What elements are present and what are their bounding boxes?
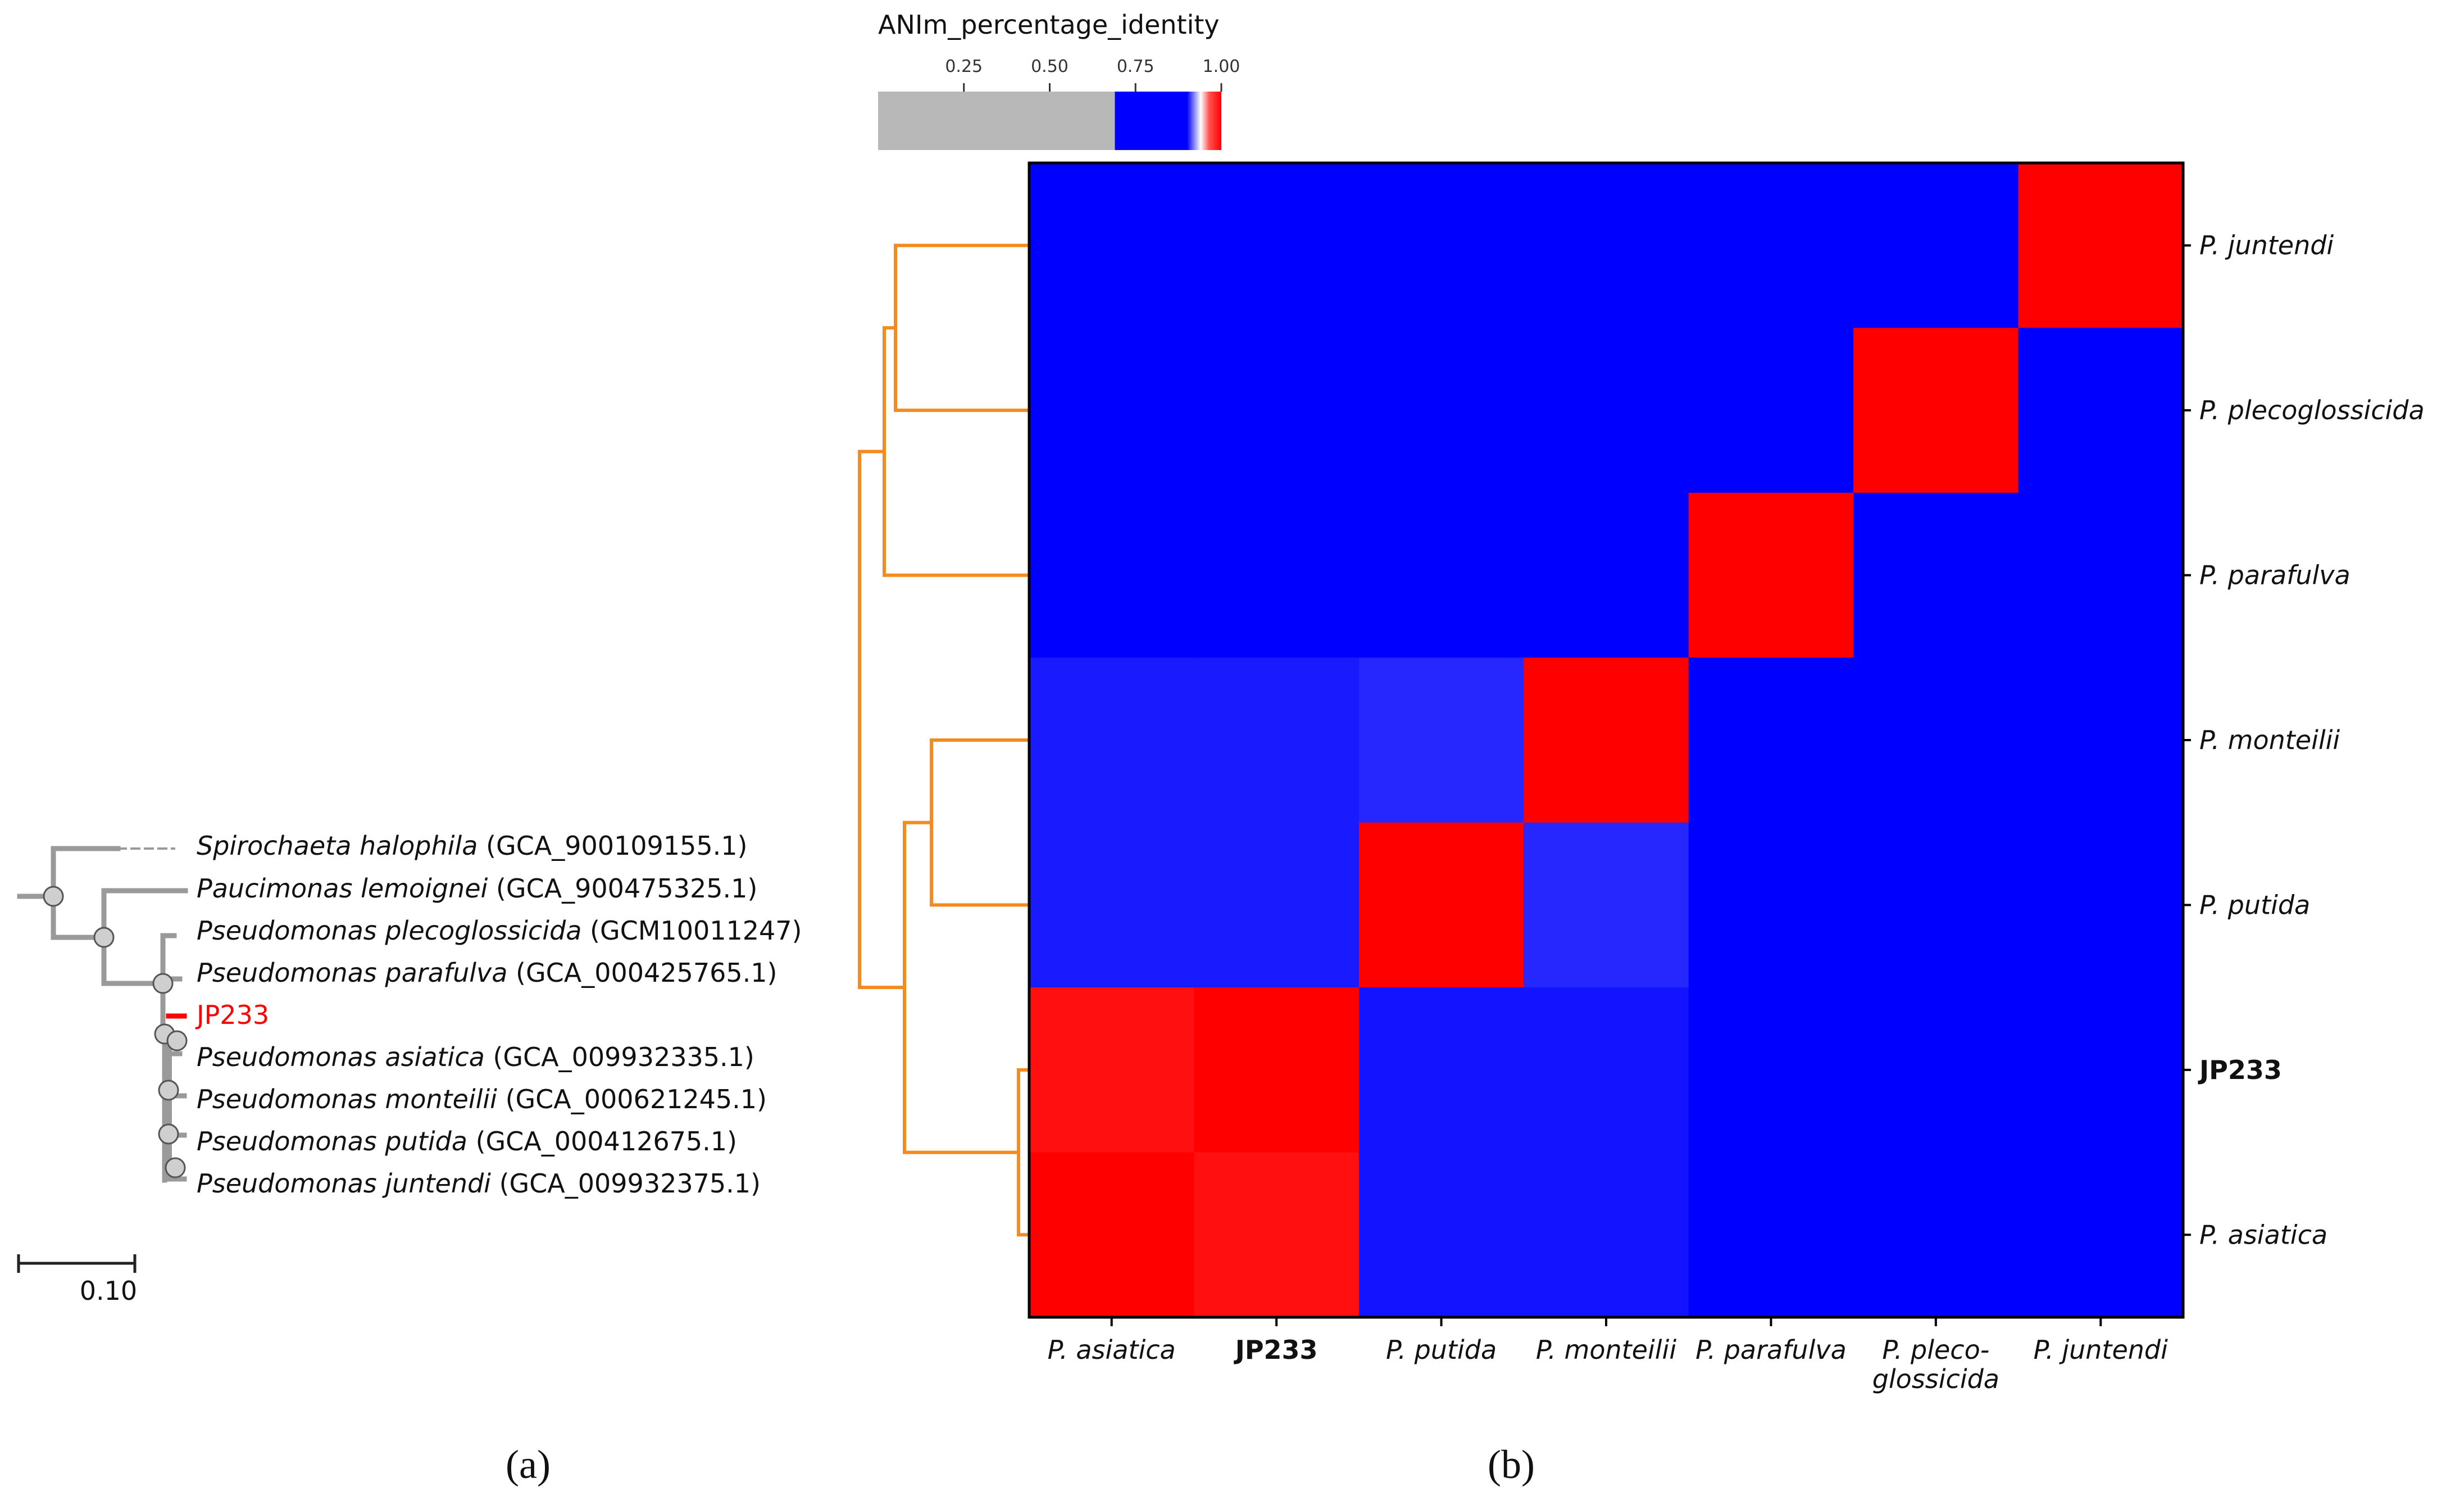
heatmap-cell: [1524, 987, 1689, 1153]
heatmap-cell: [1688, 1152, 1854, 1318]
dendrogram-link: [894, 243, 1029, 412]
heatmap-cell: [2018, 987, 2184, 1153]
dendrogram-link: [903, 820, 1019, 1154]
colorbar-ticks: 0.25 0.50 0.75 1.00: [945, 57, 1240, 92]
heatmap-cell: [1688, 163, 1854, 329]
tree-leaf-label: Pseudomonas parafulva (GCA_000425765.1): [197, 958, 777, 988]
heatmap-column-labels: P. asiatica JP233 P. putida P. monteilii P. …: [1048, 1317, 2168, 1394]
heatmap-cell: [1853, 1152, 2019, 1318]
heatmap-cell: [1358, 657, 1524, 823]
heatmap-cell: [2018, 657, 2184, 823]
heatmap-cell: [1358, 492, 1524, 658]
row-label: P. putida: [2199, 890, 2310, 920]
heatmap-cell: [1194, 1152, 1360, 1318]
row-label: P. plecoglossicida: [2199, 395, 2425, 425]
colorbar-tick-label: 0.75: [1117, 57, 1154, 76]
tree-leaf-label: Spirochaeta halophila (GCA_900109155.1): [197, 831, 747, 861]
heatmap-cell: [1029, 822, 1195, 988]
heatmap-cell: [1358, 163, 1524, 329]
tree-leaf-label: Pseudomonas asiatica (GCA_009932335.1): [197, 1042, 754, 1072]
heatmap-cell: [2018, 328, 2184, 493]
column-label: JP233: [1234, 1335, 1318, 1365]
heatmap-cell: [1853, 328, 2019, 493]
row-label: P. asiatica: [2199, 1219, 2327, 1250]
tree-leaf-label: Paucimonas lemoignei (GCA_900475325.1): [197, 873, 757, 904]
heatmap-cell: [1194, 328, 1360, 493]
heatmap-cell: [1853, 163, 2019, 329]
dendrogram-link: [1017, 1068, 1029, 1237]
column-label: P. parafulva: [1695, 1335, 1847, 1365]
heatmap-row-labels: P. juntendi P. plecoglossicida P. parafulv…: [2183, 230, 2425, 1250]
row-label: P. monteilii: [2199, 725, 2340, 755]
column-label: P. asiatica: [1048, 1335, 1176, 1365]
tree-node-markers: [43, 886, 188, 1178]
tree-leaf-label: JP233: [195, 1000, 269, 1030]
heatmap-cell: [1194, 492, 1360, 658]
heatmap-cell: [1029, 1152, 1195, 1318]
heatmap-cell: [1029, 163, 1195, 329]
heatmap-cell: [1853, 657, 2019, 823]
column-label: P. juntendi: [2034, 1335, 2168, 1365]
heatmap-cell: [1688, 822, 1854, 988]
row-label: P. parafulva: [2199, 560, 2351, 591]
phylogenetic-tree: Spirochaeta halophila (GCA_900109155.1) P…: [17, 831, 802, 1306]
tree-leaf-label: Pseudomonas monteilii (GCA_000621245.1): [197, 1084, 767, 1114]
colorbar-tick-label: 0.25: [945, 57, 983, 76]
tree-leaf-label: Pseudomonas putida (GCA_000412675.1): [197, 1126, 737, 1157]
panel-label-b: (b): [1488, 1442, 1535, 1487]
dendrogram-link: [883, 326, 1029, 577]
heatmap-cell: [1358, 328, 1524, 493]
heatmap-cell: [1524, 328, 1689, 493]
dendrogram-link: [930, 738, 1029, 907]
heatmap-cell: [1194, 987, 1360, 1153]
scale-bar: 0.10: [17, 1254, 137, 1306]
tree-leaf-label: Pseudomonas juntendi (GCA_009932375.1): [197, 1168, 761, 1199]
heatmap-cell: [1688, 328, 1854, 493]
heatmap-cell: [1194, 822, 1360, 988]
heatmap-cell: [1524, 492, 1689, 658]
heatmap-cell: [2018, 163, 2184, 329]
heatmap-cell: [1688, 987, 1854, 1153]
heatmap-cell: [1029, 657, 1195, 823]
row-label: P. juntendi: [2199, 230, 2334, 261]
heatmap-cell: [1688, 657, 1854, 823]
column-label: P. monteilii: [1536, 1335, 1676, 1365]
heatmap-cell: [1853, 492, 2019, 658]
heatmap-cell: [1358, 1152, 1524, 1318]
heatmap-cell: [1524, 822, 1689, 988]
heatmap-cell: [1524, 1152, 1689, 1318]
colorbar-tick-label: 0.50: [1031, 57, 1069, 76]
column-label: P. putida: [1386, 1335, 1497, 1365]
heatmap-cell: [1358, 987, 1524, 1153]
heatmap-cell: [1524, 163, 1689, 329]
heatmap-dendrogram: [858, 243, 1029, 1237]
dendrogram-link: [858, 450, 904, 990]
scale-bar-label: 0.10: [80, 1276, 137, 1306]
heatmap-cell: [1853, 822, 2019, 988]
heatmap-grid: [1029, 163, 2184, 1318]
heatmap-cell: [1029, 328, 1195, 493]
heatmap-cell: [1029, 492, 1195, 658]
heatmap-cell: [2018, 492, 2184, 658]
heatmap-cell: [1358, 822, 1524, 988]
heatmap-cell: [1029, 987, 1195, 1153]
tree-leaf-label: Pseudomonas plecoglossicida (GCM10011247…: [197, 915, 802, 946]
heatmap-cell: [1524, 657, 1689, 823]
tree-leaf-labels: Spirochaeta halophila (GCA_900109155.1) P…: [195, 831, 802, 1199]
heatmap-cell: [1194, 657, 1360, 823]
heatmap-cell: [1194, 163, 1360, 329]
colorbar-title: ANIm_percentage_identity: [878, 10, 1220, 40]
heatmap-cell: [2018, 822, 2184, 988]
column-label: P. pleco-glossicida: [1872, 1335, 1999, 1394]
row-label: JP233: [2198, 1055, 2282, 1085]
heatmap-cell: [2018, 1152, 2184, 1318]
colorbar: ANIm_percentage_identity 0.25 0.50 0.75 1.0…: [878, 10, 1240, 150]
heatmap-cell: [1853, 987, 2019, 1153]
panel-label-a: (a): [506, 1442, 551, 1487]
colorbar-tick-label: 1.00: [1203, 57, 1240, 76]
heatmap-cell: [1688, 492, 1854, 658]
colorbar-gradient: [878, 92, 1221, 150]
